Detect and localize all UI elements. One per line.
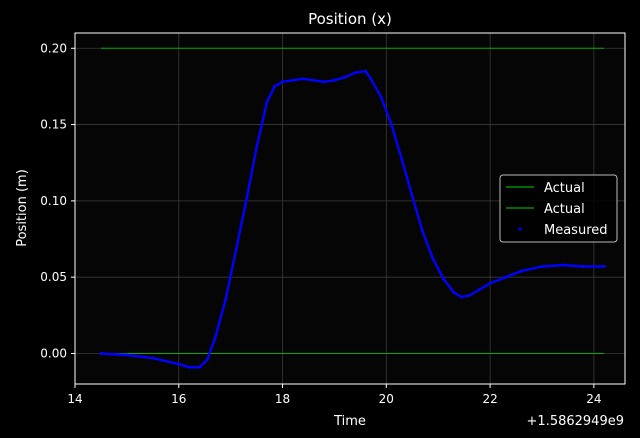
measured-point: [581, 264, 585, 268]
measured-point: [312, 78, 316, 82]
measured-point: [602, 264, 606, 268]
measured-point: [281, 80, 285, 84]
legend-label-actual-2: Actual: [544, 202, 585, 217]
measured-point: [519, 269, 523, 273]
measured-point: [187, 365, 191, 369]
measured-point: [421, 229, 425, 233]
legend-swatch-measured: [518, 227, 522, 231]
y-tick-label: 0.20: [40, 41, 67, 55]
measured-point: [441, 277, 445, 281]
measured-point: [125, 353, 129, 357]
measured-point: [332, 78, 336, 82]
measured-point: [353, 71, 357, 75]
measured-point: [452, 290, 456, 294]
x-tick-label: 24: [586, 392, 601, 406]
measured-series-line: [99, 69, 606, 369]
legend: Actual Actual Measured: [499, 174, 618, 243]
x-tick-label: 16: [171, 392, 186, 406]
y-axis-label: Position (m): [15, 169, 30, 247]
measured-point: [234, 249, 238, 253]
y-tick-label: 0.10: [40, 194, 67, 208]
measured-point: [177, 362, 181, 366]
measured-point: [301, 77, 305, 81]
x-tick-label: 18: [275, 392, 290, 406]
measured-point: [99, 351, 103, 355]
measured-point: [390, 123, 394, 127]
measured-point: [540, 264, 544, 268]
measured-point: [265, 100, 269, 104]
y-tick-label: 0.00: [40, 346, 67, 360]
legend-label-measured: Measured: [544, 223, 608, 238]
x-offset-label: +1.5862949e9: [527, 414, 624, 429]
plot-frame: [74, 32, 626, 385]
x-tick-label: 14: [67, 392, 82, 406]
measured-point: [467, 293, 471, 297]
measured-point: [213, 336, 217, 340]
measured-point: [223, 298, 227, 302]
measured-point: [244, 199, 248, 203]
chart-title: Position (x): [308, 10, 392, 28]
measured-point: [460, 295, 464, 299]
measured-point: [561, 263, 565, 267]
measured-point: [478, 287, 482, 291]
measured-point: [205, 358, 209, 362]
measured-point: [198, 365, 202, 369]
y-tick-label: 0.05: [40, 270, 67, 284]
measured-point: [400, 158, 404, 162]
x-tick-label: 20: [379, 392, 394, 406]
measured-point: [273, 84, 277, 88]
measured-point: [364, 69, 368, 73]
measured-point: [291, 78, 295, 82]
measured-point: [410, 194, 414, 198]
x-tick-label: 22: [482, 392, 497, 406]
measured-point: [369, 77, 373, 81]
measured-point: [379, 95, 383, 99]
y-tick-label: 0.15: [40, 118, 67, 132]
x-axis-label: Time: [333, 414, 366, 429]
series-layer: [99, 47, 606, 369]
legend-box: [499, 174, 618, 243]
axes-layer: 14 16 18 20 22 24 0.00 0.05 0.10 0.15 0.20: [40, 41, 601, 406]
measured-point: [151, 356, 155, 360]
legend-label-actual-1: Actual: [544, 181, 585, 196]
measured-point: [322, 80, 326, 84]
measured-point: [255, 145, 259, 149]
measured-point: [504, 275, 508, 279]
measured-point: [488, 281, 492, 285]
measured-point: [431, 257, 435, 261]
measured-point: [343, 75, 347, 79]
